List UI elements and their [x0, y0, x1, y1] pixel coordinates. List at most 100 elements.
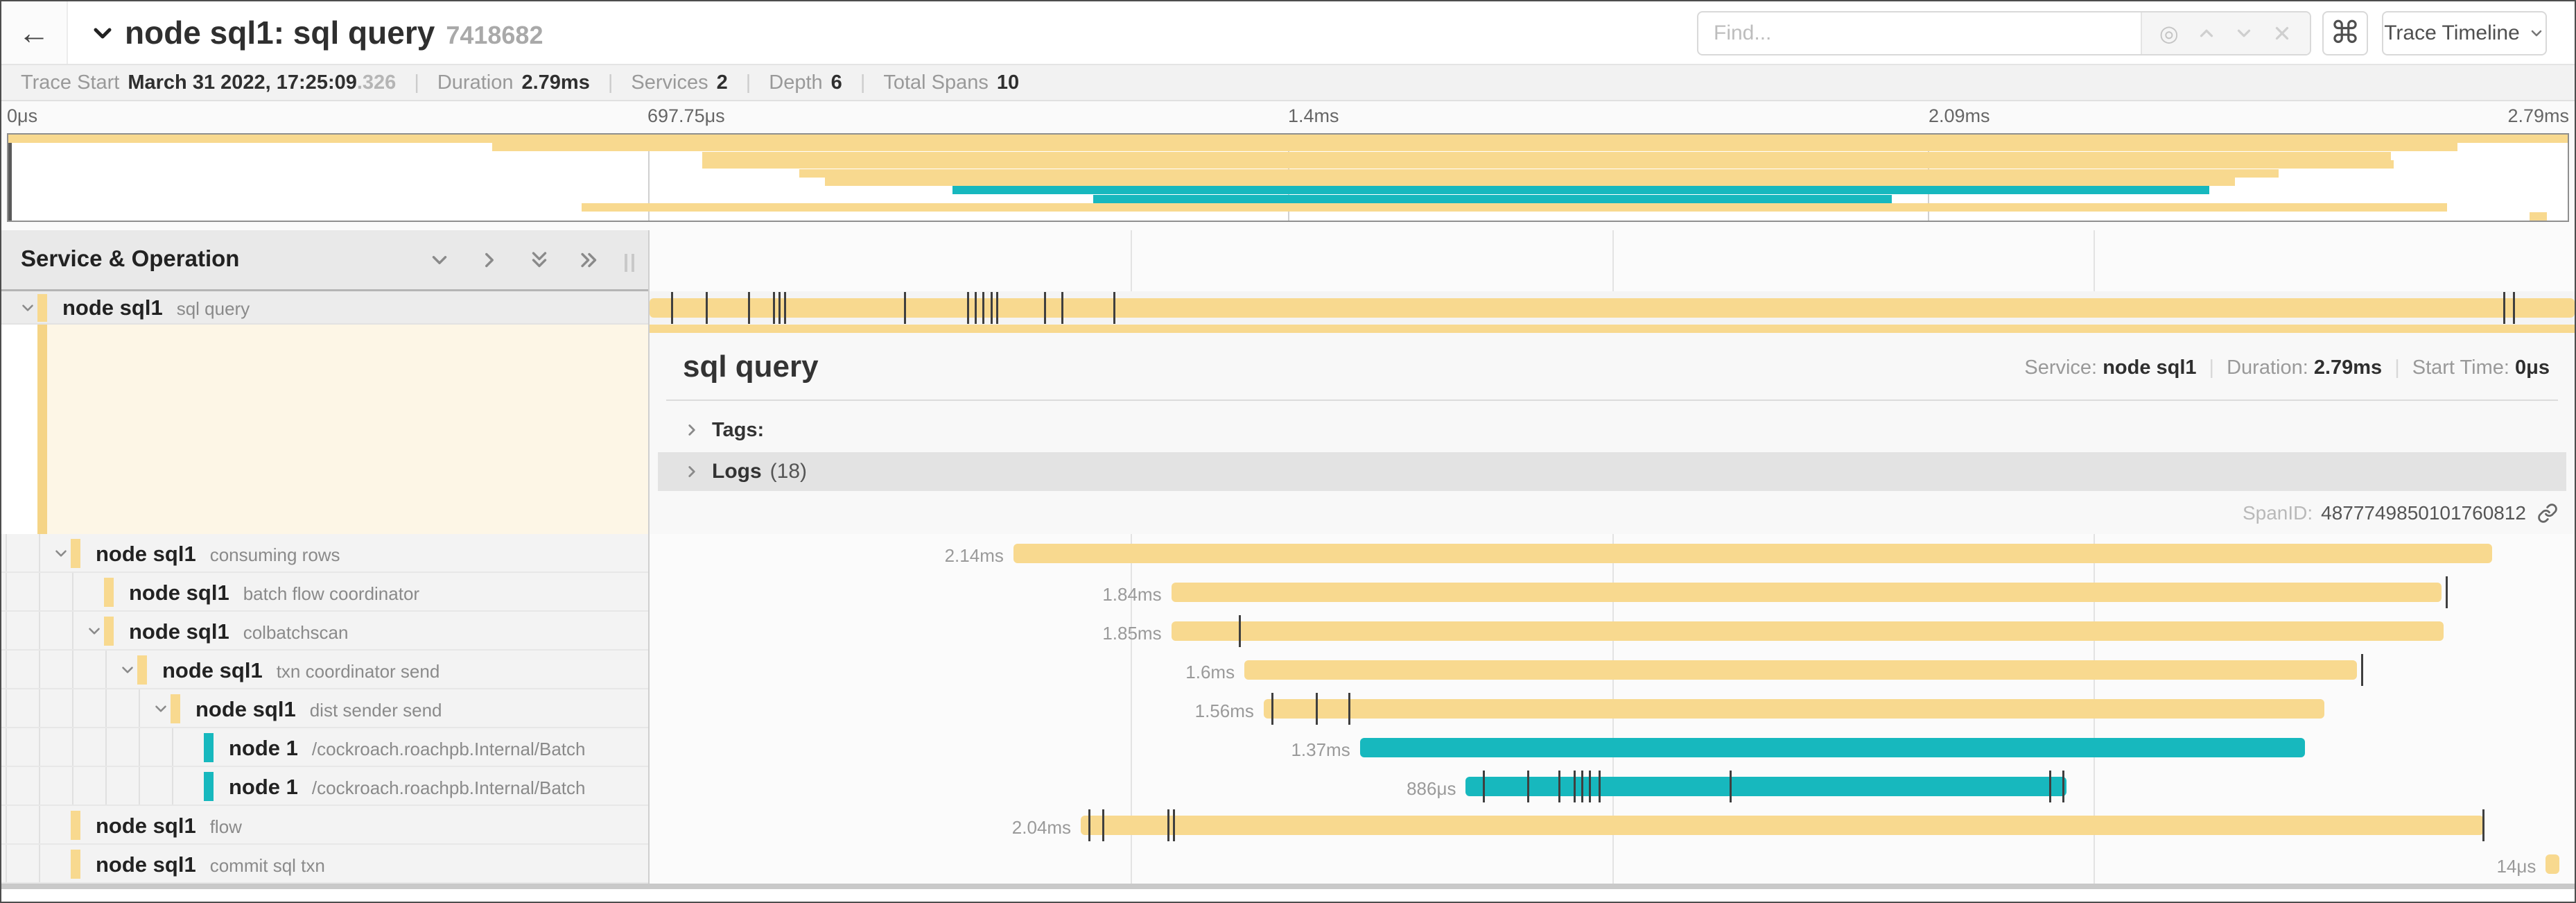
log-tick[interactable]: [1167, 809, 1169, 841]
link-icon[interactable]: [2537, 503, 2558, 524]
log-tick[interactable]: [1061, 292, 1064, 324]
log-tick[interactable]: [1238, 615, 1241, 647]
column-resizer[interactable]: [625, 254, 634, 272]
next-result-icon[interactable]: [2234, 23, 2254, 44]
collapse-span-icon[interactable]: [85, 622, 103, 640]
clear-search-icon[interactable]: [2272, 23, 2292, 44]
log-tick[interactable]: [1483, 771, 1486, 802]
back-button[interactable]: ←: [1, 1, 68, 64]
log-tick[interactable]: [1271, 693, 1273, 725]
minimap-canvas[interactable]: [7, 133, 2569, 222]
span-bar[interactable]: [1013, 544, 2492, 563]
span-duration-label: 2.14ms: [944, 545, 1004, 566]
log-tick[interactable]: [982, 292, 985, 324]
collapse-span-icon[interactable]: [152, 700, 170, 718]
keyboard-shortcuts-button[interactable]: ⌘: [2322, 11, 2368, 55]
column-divider: [648, 230, 650, 884]
collapse-span-icon[interactable]: [52, 544, 70, 562]
log-tick[interactable]: [975, 292, 977, 324]
log-tick[interactable]: [784, 292, 787, 324]
span-tree-row[interactable]: node 1/cockroach.roachpb.Internal/Batch: [1, 728, 648, 767]
indent-guide: [105, 651, 107, 688]
span-bar-row[interactable]: 2.04ms: [650, 806, 2575, 845]
locate-icon[interactable]: ◎: [2159, 21, 2179, 46]
span-tree-row[interactable]: node sql1 colbatchscan: [1, 612, 648, 651]
collapse-one-icon[interactable]: [428, 248, 451, 272]
log-tick[interactable]: [2445, 576, 2448, 608]
collapse-all-icon[interactable]: [528, 248, 551, 272]
span-bar[interactable]: [1171, 621, 2444, 641]
log-tick[interactable]: [2503, 292, 2506, 324]
span-bar-row[interactable]: 1.37ms: [650, 728, 2575, 767]
span-bar-row[interactable]: 1.84ms: [650, 573, 2575, 612]
span-tree-row[interactable]: node sql1 dist sender send: [1, 689, 648, 728]
span-bar[interactable]: [1465, 777, 2066, 796]
span-operation-name: colbatchscan: [243, 622, 349, 643]
log-tick[interactable]: [1558, 771, 1560, 802]
find-box: ◎: [1697, 11, 2311, 55]
span-bar[interactable]: [650, 298, 2575, 318]
span-bar-row[interactable]: 14μs: [650, 845, 2575, 884]
log-tick[interactable]: [1348, 693, 1351, 725]
log-tick[interactable]: [670, 292, 673, 324]
log-tick[interactable]: [1315, 693, 1318, 725]
minimap-span-bar: [702, 160, 2394, 169]
logs-accordion[interactable]: Logs (18): [658, 452, 2566, 491]
span-bar-row-selected[interactable]: [650, 291, 2575, 325]
span-bar-row[interactable]: 1.6ms: [650, 651, 2575, 689]
span-tree-row-selected[interactable]: node sql1 sql query: [1, 291, 648, 325]
span-bar[interactable]: [1171, 583, 2442, 602]
span-bar[interactable]: [2545, 854, 2559, 874]
log-tick[interactable]: [995, 292, 998, 324]
log-tick[interactable]: [2048, 771, 2051, 802]
log-tick[interactable]: [1173, 809, 1176, 841]
log-tick[interactable]: [2360, 654, 2363, 686]
span-bar[interactable]: [1081, 816, 2484, 835]
log-tick[interactable]: [2482, 809, 2484, 841]
span-tree-row[interactable]: node sql1 consuming rows: [1, 534, 648, 573]
log-tick[interactable]: [1573, 771, 1576, 802]
span-tree-row[interactable]: node sql1 commit sql txn: [1, 845, 648, 884]
log-tick[interactable]: [705, 292, 708, 324]
prev-result-icon[interactable]: [2196, 23, 2217, 44]
log-tick[interactable]: [778, 292, 781, 324]
log-tick[interactable]: [1599, 771, 1601, 802]
view-selector-button[interactable]: Trace Timeline: [2382, 11, 2547, 55]
collapse-span-icon[interactable]: [119, 661, 137, 679]
log-tick[interactable]: [2513, 292, 2516, 324]
find-input[interactable]: [1698, 12, 2141, 54]
span-bar-row[interactable]: 886μs: [650, 767, 2575, 806]
log-tick[interactable]: [1581, 771, 1584, 802]
log-tick[interactable]: [1113, 292, 1116, 324]
span-tree-row[interactable]: node sql1 flow: [1, 806, 648, 845]
expand-one-icon[interactable]: [478, 248, 501, 272]
log-tick[interactable]: [2062, 771, 2065, 802]
span-duration-label: 1.56ms: [1194, 700, 1254, 721]
collapse-trace-icon[interactable]: [89, 19, 116, 47]
log-tick[interactable]: [1088, 809, 1091, 841]
span-tree-row[interactable]: node 1/cockroach.roachpb.Internal/Batch: [1, 767, 648, 806]
expand-all-icon[interactable]: [577, 248, 601, 272]
span-bar-row[interactable]: 1.85ms: [650, 612, 2575, 651]
log-tick[interactable]: [990, 292, 993, 324]
span-bar[interactable]: [1263, 699, 2324, 719]
log-tick[interactable]: [747, 292, 750, 324]
minimap-left-handle[interactable]: [8, 135, 12, 221]
tags-accordion[interactable]: Tags:: [683, 411, 2550, 449]
span-tree-row[interactable]: node sql1 txn coordinator send: [1, 651, 648, 689]
span-bar[interactable]: [1244, 660, 2358, 680]
span-bar-row[interactable]: 1.56ms: [650, 689, 2575, 728]
log-tick[interactable]: [903, 292, 906, 324]
log-tick[interactable]: [772, 292, 775, 324]
log-tick[interactable]: [1589, 771, 1592, 802]
log-tick[interactable]: [1102, 809, 1104, 841]
span-bar-row[interactable]: 2.14ms: [650, 534, 2575, 573]
span-bar[interactable]: [1359, 738, 2306, 757]
span-tree-row[interactable]: node sql1 batch flow coordinator: [1, 573, 648, 612]
log-tick[interactable]: [1527, 771, 1530, 802]
log-tick[interactable]: [967, 292, 970, 324]
log-tick[interactable]: [1044, 292, 1047, 324]
collapse-span-icon[interactable]: [19, 299, 37, 317]
indent-guide: [139, 728, 140, 766]
log-tick[interactable]: [1729, 771, 1732, 802]
